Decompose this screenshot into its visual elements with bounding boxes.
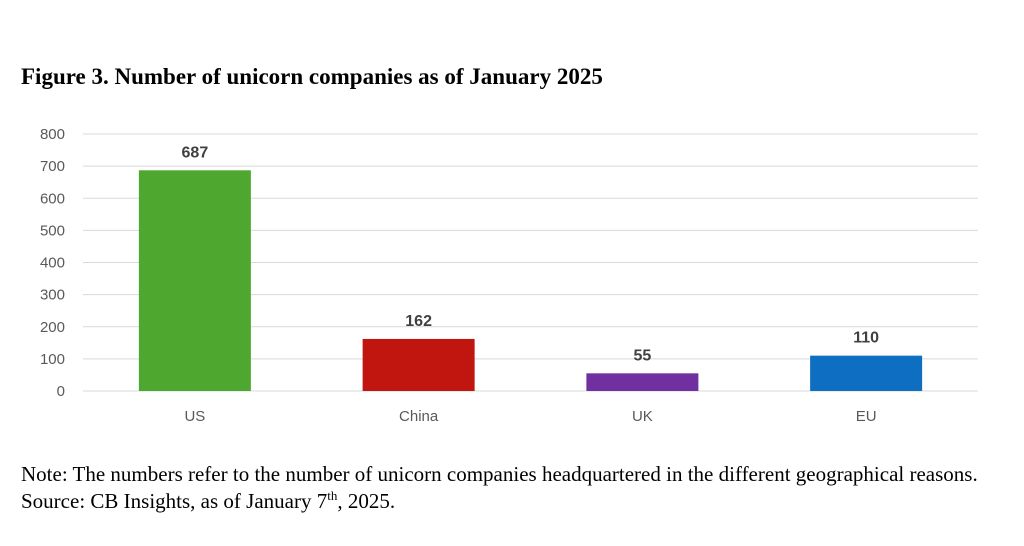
bars <box>138 170 923 391</box>
x-axis-tick-labels: US China UK EU <box>184 408 876 425</box>
x-tick-label: China <box>399 408 439 425</box>
source-text: Source: CB Insights, as of January 7th, … <box>21 488 396 513</box>
bar-eu <box>810 355 923 391</box>
chart-title: Figure 3. Number of unicorn companies as… <box>21 64 603 89</box>
y-tick-label: 200 <box>40 319 65 336</box>
y-tick-label: 500 <box>40 222 65 239</box>
note-text: Note: The numbers refer to the number of… <box>21 462 978 486</box>
x-tick-label: UK <box>632 408 653 425</box>
x-tick-label: EU <box>856 408 877 425</box>
data-label: 110 <box>853 330 879 347</box>
data-label: 687 <box>182 144 209 161</box>
y-tick-label: 600 <box>40 190 65 207</box>
y-tick-label: 800 <box>40 126 65 143</box>
y-tick-label: 300 <box>40 287 65 304</box>
chart-note: Note: The numbers refer to the number of… <box>21 461 1011 515</box>
y-tick-label: 0 <box>57 383 65 400</box>
data-label: 162 <box>405 313 432 330</box>
data-label: 55 <box>633 347 651 364</box>
bar-uk <box>586 373 699 391</box>
y-tick-label: 700 <box>40 158 65 175</box>
y-tick-label: 100 <box>40 351 65 368</box>
bar-china <box>362 338 475 391</box>
y-tick-label: 400 <box>40 255 65 272</box>
y-axis-tick-labels: 0 100 200 300 400 500 600 700 800 <box>40 126 65 400</box>
x-tick-label: US <box>184 408 205 425</box>
data-labels: 687 162 55 110 <box>182 144 880 364</box>
bar-us <box>138 170 251 391</box>
